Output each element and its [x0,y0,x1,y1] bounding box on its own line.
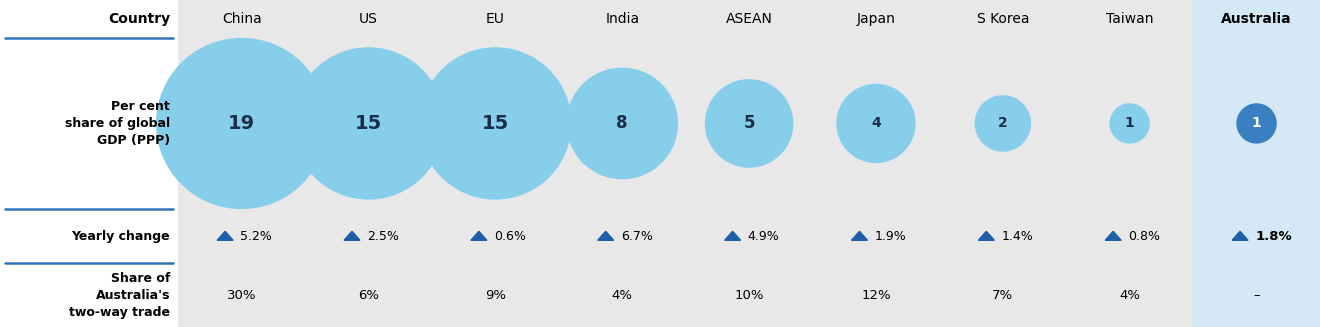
Text: Per cent
share of global
GDP (PPP): Per cent share of global GDP (PPP) [65,100,170,147]
Circle shape [1110,104,1150,143]
Circle shape [420,48,570,199]
Text: 7%: 7% [993,289,1014,301]
Text: 2.5%: 2.5% [367,230,399,243]
Text: US: US [359,12,378,26]
Text: 4.9%: 4.9% [747,230,779,243]
Bar [1067,0,1193,327]
Text: 9%: 9% [484,289,506,301]
Text: 4%: 4% [611,289,632,301]
Circle shape [1237,104,1276,143]
Polygon shape [471,231,487,240]
Text: 19: 19 [228,114,255,133]
Text: 12%: 12% [861,289,891,301]
Text: 6%: 6% [358,289,379,301]
Bar [1193,0,1320,327]
Text: 1: 1 [1251,116,1262,130]
Text: 1.4%: 1.4% [1002,230,1034,243]
Text: 10%: 10% [734,289,764,301]
Text: 5: 5 [743,114,755,132]
Text: 15: 15 [482,114,510,133]
Text: 8: 8 [616,114,628,132]
Circle shape [157,39,326,208]
Text: 1.9%: 1.9% [874,230,907,243]
Polygon shape [216,231,234,240]
Text: EU: EU [486,12,504,26]
Polygon shape [598,231,614,240]
Circle shape [293,48,444,199]
Text: S Korea: S Korea [977,12,1030,26]
Text: 0.8%: 0.8% [1129,230,1160,243]
Text: –: – [1253,289,1259,301]
Polygon shape [345,231,360,240]
Bar [558,0,685,327]
Bar [940,0,1067,327]
Polygon shape [725,231,741,240]
Text: ASEAN: ASEAN [726,12,772,26]
Text: 1: 1 [1125,116,1135,130]
Bar [0,0,178,327]
Text: 15: 15 [355,114,381,133]
Text: Country: Country [108,12,170,26]
Text: 30%: 30% [227,289,256,301]
Text: Japan: Japan [857,12,895,26]
Bar [432,0,558,327]
Text: Australia: Australia [1221,12,1292,26]
Bar [813,0,940,327]
Text: 0.6%: 0.6% [494,230,525,243]
Polygon shape [978,231,994,240]
Text: China: China [222,12,261,26]
Text: India: India [605,12,639,26]
Text: 1.8%: 1.8% [1255,230,1292,243]
Polygon shape [1232,231,1249,240]
Circle shape [975,96,1031,151]
Text: Yearly change: Yearly change [71,230,170,243]
Circle shape [705,80,793,167]
Circle shape [568,68,677,179]
Text: Share of
Australia's
two-way trade: Share of Australia's two-way trade [69,272,170,318]
Text: 5.2%: 5.2% [240,230,272,243]
Text: 4: 4 [871,116,880,130]
Text: 6.7%: 6.7% [620,230,652,243]
Bar [305,0,432,327]
Polygon shape [1105,231,1121,240]
Text: 4%: 4% [1119,289,1140,301]
Bar [178,0,305,327]
Text: Taiwan: Taiwan [1106,12,1154,26]
Bar [685,0,813,327]
Circle shape [837,84,915,163]
Text: 2: 2 [998,116,1007,130]
Polygon shape [851,231,867,240]
